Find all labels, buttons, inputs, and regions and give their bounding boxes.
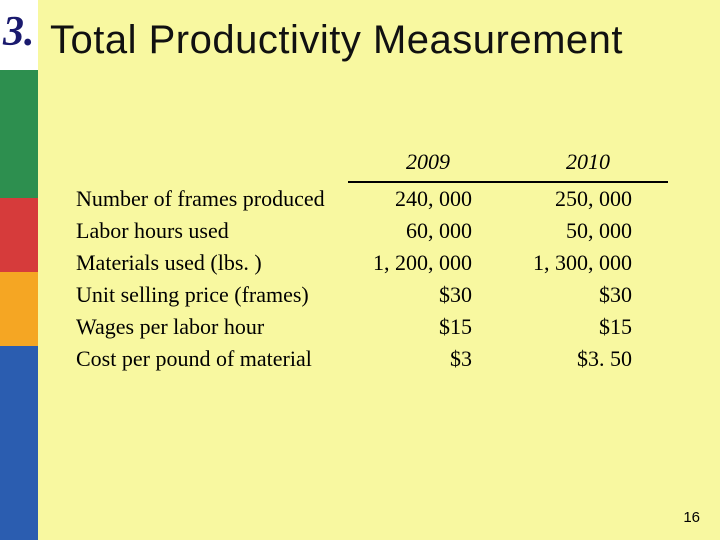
row-value: 50, 000 — [508, 215, 668, 247]
sidebar-segment — [0, 70, 38, 198]
row-value: $3 — [348, 343, 508, 375]
table-row: Number of frames produced 240, 000 250, … — [68, 182, 668, 215]
table-row: Unit selling price (frames) $30 $30 — [68, 279, 668, 311]
page-title: Total Productivity Measurement — [50, 18, 702, 63]
row-value: 60, 000 — [348, 215, 508, 247]
row-value: $3. 50 — [508, 343, 668, 375]
table-header-year: 2009 — [348, 143, 508, 182]
section-number: 3. — [3, 8, 35, 56]
row-label: Unit selling price (frames) — [68, 279, 348, 311]
row-label: Number of frames produced — [68, 182, 348, 215]
productivity-table-wrap: 2009 2010 Number of frames produced 240,… — [68, 143, 668, 375]
table-header-blank — [68, 143, 348, 182]
row-value: 1, 300, 000 — [508, 247, 668, 279]
row-value: $15 — [348, 311, 508, 343]
page-number: 16 — [683, 509, 700, 526]
row-value: $30 — [508, 279, 668, 311]
table-row: Wages per labor hour $15 $15 — [68, 311, 668, 343]
row-value: 1, 200, 000 — [348, 247, 508, 279]
table-row: Materials used (lbs. ) 1, 200, 000 1, 30… — [68, 247, 668, 279]
table-row: Cost per pound of material $3 $3. 50 — [68, 343, 668, 375]
table-header-row: 2009 2010 — [68, 143, 668, 182]
row-label: Wages per labor hour — [68, 311, 348, 343]
row-label: Labor hours used — [68, 215, 348, 247]
row-value: $30 — [348, 279, 508, 311]
table-row: Labor hours used 60, 000 50, 000 — [68, 215, 668, 247]
table-header-year: 2010 — [508, 143, 668, 182]
sidebar-segment — [0, 346, 38, 540]
row-label: Cost per pound of material — [68, 343, 348, 375]
sidebar-segment — [0, 272, 38, 346]
row-label: Materials used (lbs. ) — [68, 247, 348, 279]
sidebar-segment — [0, 198, 38, 272]
color-sidebar — [0, 0, 38, 540]
productivity-table: 2009 2010 Number of frames produced 240,… — [68, 143, 668, 375]
row-value: 250, 000 — [508, 182, 668, 215]
row-value: $15 — [508, 311, 668, 343]
slide-content: Total Productivity Measurement 2009 2010… — [50, 18, 702, 375]
row-value: 240, 000 — [348, 182, 508, 215]
